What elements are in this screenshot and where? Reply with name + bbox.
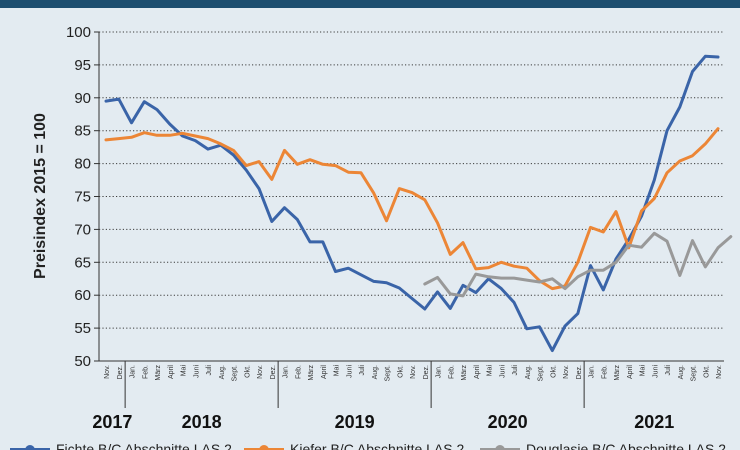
x-tick-label: Juli: [665, 365, 672, 376]
x-tick-label: Mai: [334, 365, 341, 377]
x-tick-label: Juni: [652, 365, 659, 378]
y-tick-label: 100: [66, 24, 91, 41]
legend-marker: [495, 445, 505, 450]
x-tick-label: Feb.: [601, 365, 608, 379]
x-tick-label: Mai: [640, 365, 647, 377]
y-tick-label: 55: [74, 320, 91, 337]
y-tick-label: 80: [74, 156, 91, 173]
x-tick-label: Sept.: [691, 365, 698, 381]
x-tick-label: März: [308, 365, 315, 381]
x-tick-labels: Nov. Dez. Jan. Feb. März April Mai Juni Juli Aug.…: [104, 365, 723, 382]
year-label: 2019: [335, 412, 375, 432]
y-tick-label: 60: [74, 287, 91, 304]
y-tick-label: 65: [74, 254, 91, 271]
x-tick-label: Nov.: [716, 365, 723, 379]
year-label: 2017: [92, 412, 132, 432]
x-tick-label: Sept.: [232, 365, 239, 381]
x-tick-label: April: [627, 365, 634, 379]
y-tick-labels: 50 55 60 65 70 75 80 85 90 95 100: [66, 24, 99, 370]
x-tick-label: Aug.: [372, 365, 379, 379]
x-tick-label: Jan.: [283, 365, 290, 378]
header-bar: [0, 0, 740, 8]
legend: Fichte B/C Abschnitte LAS 2 Kiefer B/C Ab…: [10, 441, 726, 450]
x-tick-label: Nov.: [410, 365, 417, 379]
y-tick-label: 95: [74, 57, 91, 74]
x-tick-label: April: [474, 365, 481, 379]
x-tick-label: Nov.: [257, 365, 264, 379]
legend-marker: [259, 445, 269, 450]
x-tick-label: Dez.: [117, 365, 124, 379]
x-tick-label: März: [461, 365, 468, 381]
x-tick-label: Feb.: [448, 365, 455, 379]
year-label: 2020: [488, 412, 528, 432]
x-tick-label: Juni: [346, 365, 353, 378]
x-tick-label: Jan.: [130, 365, 137, 378]
x-tick-label: Dez.: [576, 365, 583, 379]
x-tick-label: Okt.: [703, 365, 710, 378]
x-tick-label: Nov.: [104, 365, 111, 379]
series-line: [104, 127, 720, 291]
x-tick-label: Okt.: [397, 365, 404, 378]
x-tick-label: Dez.: [423, 365, 430, 379]
x-tick-label: Aug.: [219, 365, 226, 379]
x-tick-label: Juli: [512, 365, 519, 376]
x-tick-label: Juli: [359, 365, 366, 376]
legend-marker: [25, 445, 35, 450]
x-tick-label: Mai: [181, 365, 188, 377]
series-line: [104, 54, 720, 352]
x-tick-label: Okt.: [550, 365, 557, 378]
series-line: [423, 231, 733, 298]
x-tick-label: Aug.: [678, 365, 685, 379]
year-labels: 2017 2018 2019 2020 2021: [92, 361, 674, 432]
x-tick-label: Juli: [206, 365, 213, 376]
x-tick-label: Juni: [499, 365, 506, 378]
year-label: 2018: [182, 412, 222, 432]
y-axis-title: Preisindex 2015 = 100: [32, 113, 49, 279]
x-tick-label: Mai: [487, 365, 494, 377]
x-tick-label: April: [321, 365, 328, 379]
x-tick-label: Okt.: [244, 365, 251, 378]
y-tick-label: 75: [74, 189, 91, 206]
x-tick-label: Juni: [193, 365, 200, 378]
series-lines: [104, 54, 733, 352]
x-tick-label: April: [168, 365, 175, 379]
x-tick-label: Feb.: [295, 365, 302, 379]
x-tick-label: Nov.: [563, 365, 570, 379]
x-tick-label: Aug.: [525, 365, 532, 379]
x-tick-label: Sept.: [538, 365, 545, 381]
legend-label: Douglasie B/C Abschnitte LAS 2: [526, 441, 726, 450]
x-tick-label: Dez.: [270, 365, 277, 379]
grid-lines: [99, 31, 724, 329]
year-label: 2021: [634, 412, 674, 432]
x-tick-label: Sept.: [385, 365, 392, 381]
legend-label: Fichte B/C Abschnitte LAS 2: [56, 441, 232, 450]
x-tick-label: März: [155, 365, 162, 381]
y-tick-label: 90: [74, 90, 91, 107]
y-tick-label: 85: [74, 123, 91, 140]
legend-label: Kiefer B/C Abschnitte LAS 2: [290, 441, 465, 450]
x-tick-label: Jan.: [589, 365, 596, 378]
y-tick-label: 70: [74, 221, 91, 238]
x-tick-label: März: [614, 365, 621, 381]
y-tick-label: 50: [74, 353, 91, 370]
x-tick-label: Feb.: [142, 365, 149, 379]
x-tick-label: Jan.: [436, 365, 443, 378]
